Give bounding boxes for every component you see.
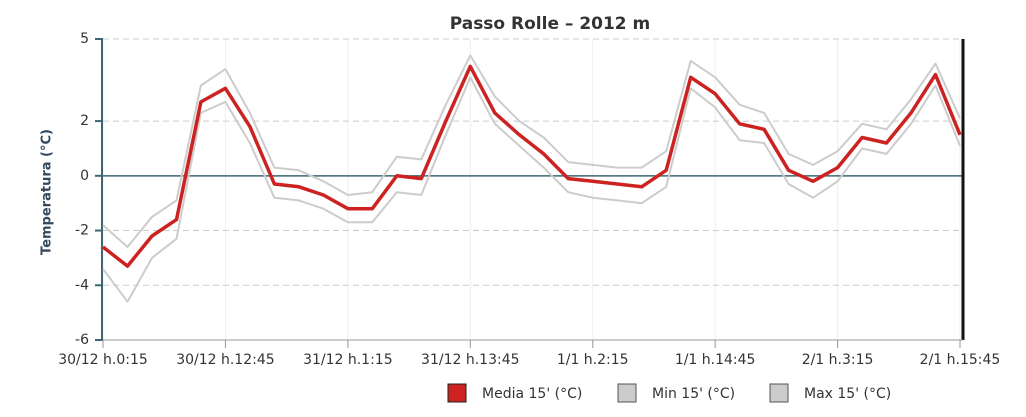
legend-swatch — [617, 383, 637, 403]
legend-swatch — [447, 383, 467, 403]
y-tick-label: -4 — [75, 277, 89, 293]
x-tick-label: 2/1 h.3:15 — [802, 352, 874, 368]
x-tick-label: 30/12 h.12:45 — [176, 352, 274, 368]
legend-swatch — [769, 383, 789, 403]
x-tick-label: 31/12 h.13:45 — [421, 352, 519, 368]
x-tick-label: 31/12 h.1:15 — [303, 352, 393, 368]
y-axis-label: Temperatura (°C) — [40, 129, 55, 255]
y-tick-label: 5 — [80, 31, 89, 47]
y-tick-label: 2 — [80, 113, 89, 129]
y-tick-label: -6 — [75, 332, 89, 348]
legend-label: Max 15' (°C) — [804, 386, 891, 402]
x-tick-label: 1/1 h.2:15 — [557, 352, 629, 368]
series-line — [102, 76, 961, 303]
x-tick-label: 1/1 h.14:45 — [675, 352, 756, 368]
legend-label: Min 15' (°C) — [652, 386, 735, 402]
chart-title: Passo Rolle – 2012 m — [450, 14, 651, 34]
series-line — [102, 54, 961, 248]
y-tick-label: -2 — [75, 223, 89, 239]
x-tick-label: 30/12 h.0:15 — [58, 352, 148, 368]
series-line — [101, 64, 962, 268]
legend-label: Media 15' (°C) — [482, 386, 582, 402]
y-tick-label: 0 — [80, 168, 89, 184]
x-tick-label: 2/1 h.15:45 — [920, 352, 1001, 368]
